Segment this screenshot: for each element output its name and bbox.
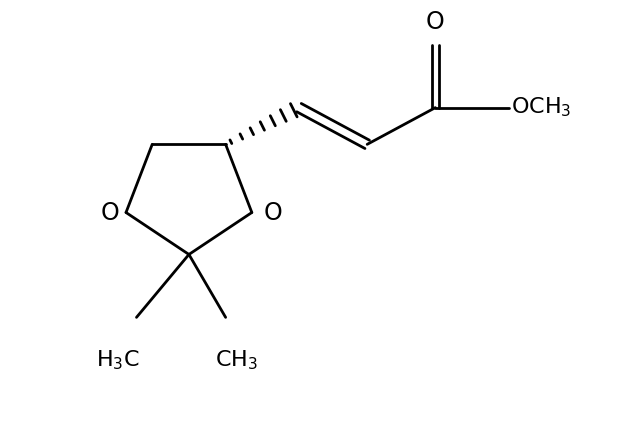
Text: O: O	[426, 10, 445, 34]
Text: O: O	[264, 201, 282, 224]
Text: CH$_3$: CH$_3$	[214, 349, 257, 372]
Text: O: O	[101, 201, 120, 224]
Text: OCH$_3$: OCH$_3$	[511, 96, 572, 119]
Text: H$_3$C: H$_3$C	[96, 349, 140, 372]
